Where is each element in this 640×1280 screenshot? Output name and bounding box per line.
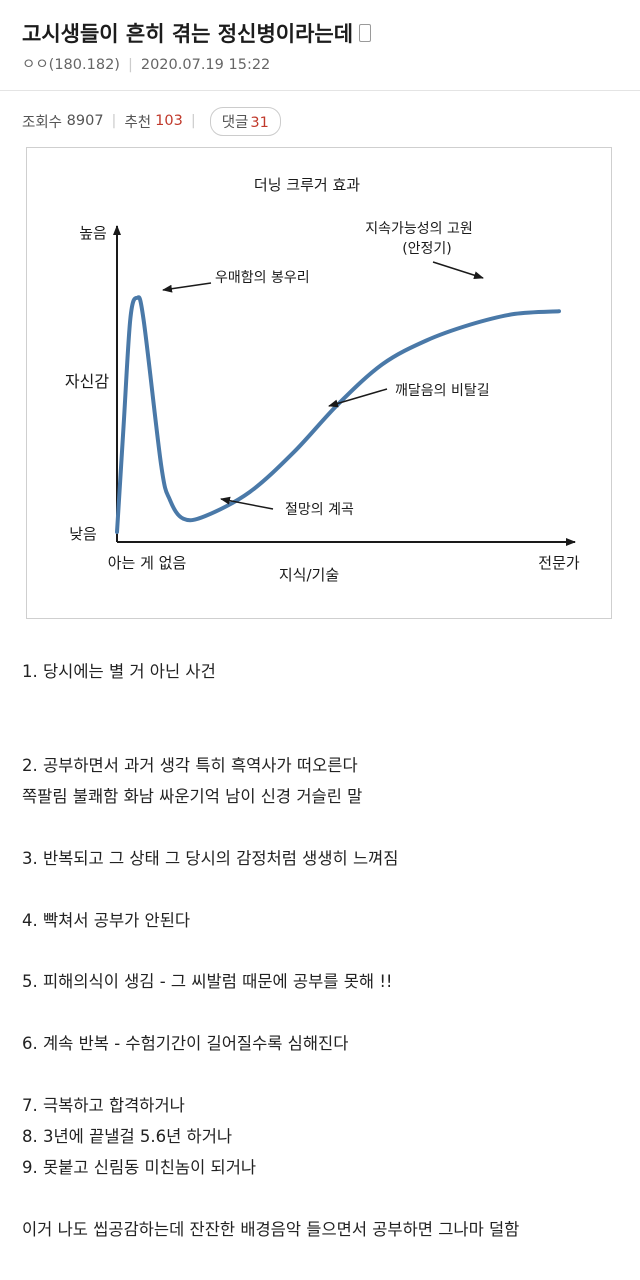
y-axis-label: 자신감 (65, 372, 109, 391)
body-line: 6. 계속 반복 - 수험기간이 길어질수록 심해진다 (22, 1034, 349, 1053)
annotation-valley: 절망의 계곡 (285, 502, 354, 518)
post-stats: 조회수 8907 | 추천 103 | 댓글 31 (22, 106, 281, 136)
stats-divider: | (111, 113, 117, 129)
header-divider (0, 90, 640, 91)
body-line: 8. 3년에 끝낼걸 5.6년 하거나 (22, 1127, 233, 1146)
y-tick-low: 낮음 (69, 525, 97, 543)
body-line: 3. 반복되고 그 상태 그 당시의 감정처럼 생생히 느껴짐 (22, 849, 399, 868)
x-axis-label: 지식/기술 (279, 566, 339, 584)
body-line: 쪽팔림 불쾌함 화남 싸운기억 남이 신경 거슬린 말 (22, 787, 363, 806)
meta-divider: | (127, 57, 133, 73)
author-name[interactable]: ㅇㅇ(180.182) (22, 57, 120, 73)
arrow-peak (162, 282, 212, 293)
annotation-plateau: 지속가능성의 고원 (365, 221, 473, 237)
arrow-slope (328, 388, 388, 408)
recommend-count: 103 (155, 113, 183, 129)
annotation-plateau-sub: (안정기) (402, 241, 452, 257)
chart-svg: 더닝 크루거 효과 높음 자신감 낮음 아는 게 없음 지식/기술 전문가 우매… (65, 176, 580, 584)
chart-title: 더닝 크루거 효과 (254, 176, 360, 194)
post-title: 고시생들이 흔히 겪는 정신병이라는데 (22, 18, 372, 48)
recommend-label: 추천 (124, 114, 152, 131)
annotation-peak: 우매함의 봉우리 (215, 270, 310, 286)
body-line: 4. 빡쳐서 공부가 안된다 (22, 911, 191, 930)
body-line: 이거 나도 씹공감하는데 잔잔한 배경음악 들으면서 공부하면 그나마 덜함 (22, 1220, 520, 1239)
annotation-slope: 깨달음의 비탈길 (395, 383, 490, 399)
dunning-kruger-chart: 더닝 크루거 효과 높음 자신감 낮음 아는 게 없음 지식/기술 전문가 우매… (26, 147, 612, 619)
comments-label: 댓글 (221, 114, 249, 131)
post-title-text: 고시생들이 흔히 겪는 정신병이라는데 (22, 22, 354, 46)
x-tick-right: 전문가 (538, 554, 580, 572)
views-label: 조회수 (22, 114, 63, 131)
post-meta: ㅇㅇ(180.182) | 2020.07.19 15:22 (22, 53, 270, 74)
body-line: 7. 극복하고 합격하거나 (22, 1096, 185, 1115)
stats-divider: | (190, 113, 196, 129)
body-line: 5. 피해의식이 생김 - 그 씨발럼 때문에 공부를 못해 !! (22, 972, 393, 991)
body-line: 2. 공부하면서 과거 생각 특히 흑역사가 떠오른다 (22, 756, 358, 775)
views-count: 8907 (66, 113, 104, 129)
arrow-plateau (432, 261, 484, 280)
body-line: 1. 당시에는 별 거 아닌 사건 (22, 662, 216, 681)
arrow-valley (220, 496, 274, 510)
comments-button[interactable]: 댓글 31 (209, 106, 281, 136)
mobile-icon (359, 24, 372, 42)
post-datetime: 2020.07.19 15:22 (140, 57, 271, 73)
comments-count: 31 (250, 114, 269, 131)
x-tick-left: 아는 게 없음 (108, 554, 187, 572)
confidence-curve (115, 295, 561, 534)
y-tick-high: 높음 (79, 224, 107, 242)
body-line: 9. 못붙고 신림동 미친놈이 되거나 (22, 1158, 257, 1177)
